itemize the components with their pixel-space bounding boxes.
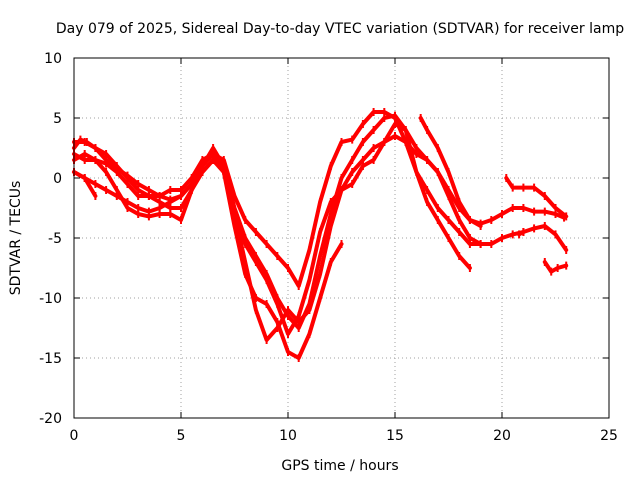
x-axis-label: GPS time / hours: [281, 458, 398, 474]
x-tick-label: 5: [177, 428, 186, 444]
axis-ticks: 0 5 10 15 20 25 -20 -15 -10 -5 0 5 10: [39, 51, 618, 444]
x-tick-label: 0: [70, 428, 79, 444]
x-tick-label: 10: [279, 428, 297, 444]
y-tick-label: 10: [44, 51, 62, 67]
series-line-3: [72, 122, 472, 342]
y-tick-label: -10: [39, 291, 62, 307]
series-line-2: [72, 113, 526, 330]
data-series: [72, 108, 569, 362]
y-tick-label: 0: [53, 171, 62, 187]
y-tick-label: 5: [53, 111, 62, 127]
chart-title: Day 079 of 2025, Sidereal Day-to-day VTE…: [56, 21, 624, 37]
y-tick-label: -20: [39, 411, 62, 427]
grid: [74, 58, 609, 418]
series-line-10: [542, 260, 569, 274]
y-axis-label: SDTVAR / TECUs: [8, 181, 24, 296]
series-line-1: [72, 110, 567, 288]
x-tick-label: 20: [493, 428, 511, 444]
y-tick-label: -5: [48, 231, 62, 247]
series-line-4: [72, 152, 344, 360]
x-tick-label: 15: [386, 428, 404, 444]
y-tick-label: -15: [39, 351, 62, 367]
x-tick-label: 25: [600, 428, 618, 444]
